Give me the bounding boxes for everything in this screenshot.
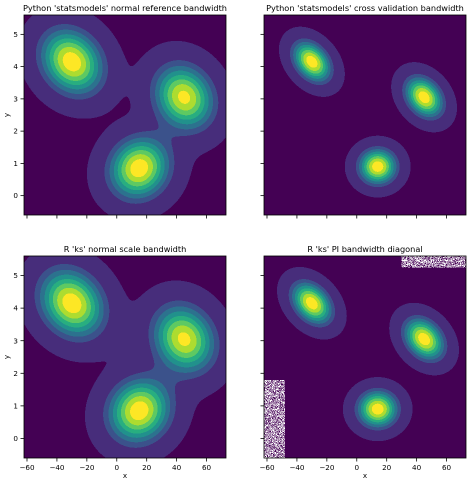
x-tick-label: 20 (142, 463, 152, 472)
panel-2: Python 'statsmodels' cross validation ba… (260, 3, 467, 219)
density-contours (24, 15, 226, 215)
x-axis-label: x (123, 471, 128, 480)
axes-frame (263, 14, 467, 216)
x-tick-label: 0 (354, 463, 359, 472)
axes-frame (263, 255, 467, 459)
x-tick-label: −20 (319, 463, 335, 472)
panel-4: R 'ks' PI bandwidth diagonal −60 −40 −20 0 20… (259, 244, 467, 480)
y-tick-label: 1 (13, 159, 18, 168)
y-tick-label: 5 (13, 30, 18, 39)
y-tick-label: 3 (13, 336, 18, 345)
panel-title: Python 'statsmodels' cross validation ba… (266, 3, 464, 13)
y-tick-label: 0 (13, 191, 18, 200)
panel-1: Python 'statsmodels' normal reference ba… (2, 3, 227, 219)
y-axis-label: y (2, 112, 11, 117)
panel-title: Python 'statsmodels' normal reference ba… (23, 3, 227, 13)
x-tick-label: −20 (79, 463, 95, 472)
y-tick-label: 5 (13, 271, 18, 280)
y-tick-label: 4 (13, 304, 18, 313)
axes-frame (23, 14, 227, 216)
x-tick-label: 60 (202, 463, 212, 472)
axes-frame (23, 255, 227, 459)
density-contours (24, 256, 226, 458)
x-tick-label: −60 (259, 463, 275, 472)
x-tick-label: 0 (114, 463, 119, 472)
y-tick-label: 0 (13, 434, 18, 443)
density-contours (264, 15, 466, 215)
panel-3: R 'ks' normal scale bandwidth −60 −40 −20 0 2… (2, 244, 227, 480)
y-tick-label: 3 (13, 94, 18, 103)
x-tick-label: −60 (19, 463, 35, 472)
x-tick-label: 40 (172, 463, 182, 472)
x-axis-label: x (363, 471, 368, 480)
panel-grid: Python 'statsmodels' normal reference ba… (2, 3, 467, 480)
panel-title: R 'ks' PI bandwidth diagonal (307, 244, 422, 254)
y-tick-label: 4 (13, 62, 18, 71)
y-tick-label: 2 (13, 127, 18, 136)
x-tick-label: −40 (49, 463, 65, 472)
y-tick-label: 1 (13, 401, 18, 410)
y-axis-label: y (2, 354, 11, 359)
x-tick-label: −40 (289, 463, 305, 472)
panel-title: R 'ks' normal scale bandwidth (64, 244, 187, 254)
x-tick-label: 40 (412, 463, 422, 472)
density-contours (264, 256, 466, 458)
y-tick-label: 2 (13, 369, 18, 378)
x-tick-label: 20 (382, 463, 392, 472)
x-tick-label: 60 (442, 463, 452, 472)
